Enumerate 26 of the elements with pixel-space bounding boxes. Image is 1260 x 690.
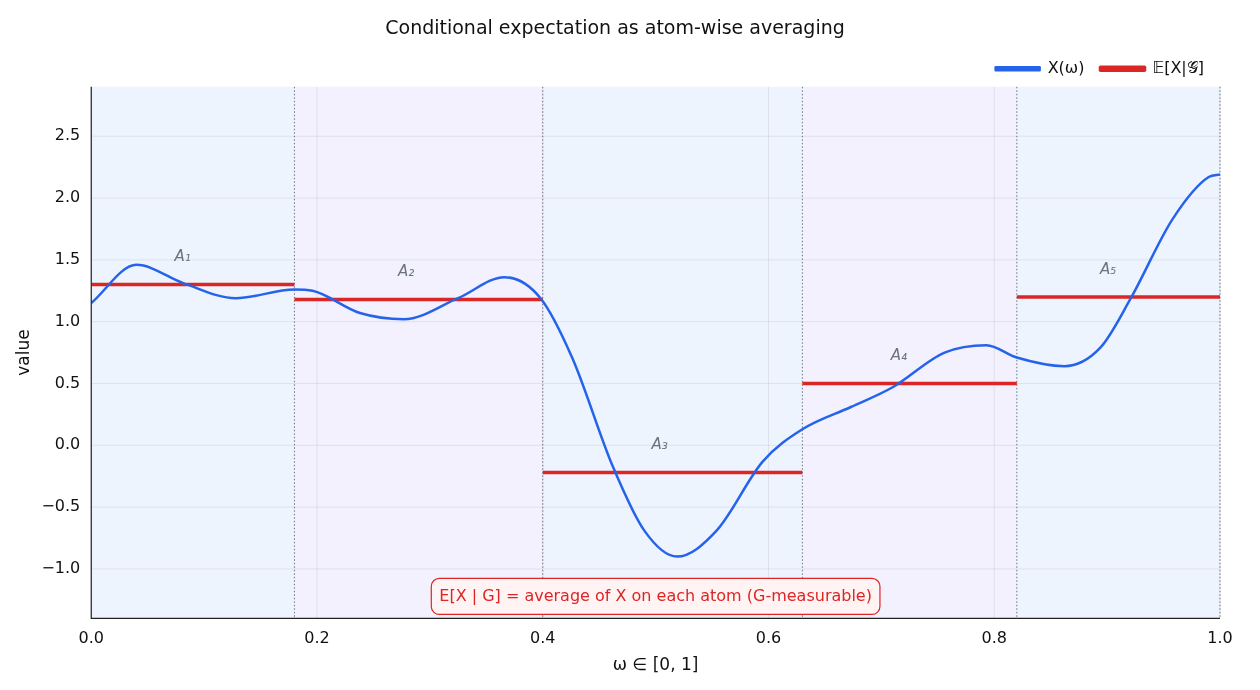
legend-label: 𝔼[X|𝒢]: [1152, 57, 1205, 77]
x-axis-title: ω ∈ [0, 1]: [612, 654, 699, 675]
annotation: A₅: [1099, 259, 1117, 278]
y-tick-label: 1.5: [54, 249, 81, 269]
annotation: A₃: [650, 435, 668, 454]
y-tick-label: −1.0: [41, 558, 81, 578]
x-tick-label: 0.8: [981, 628, 1007, 648]
x-tick-label: 0.2: [304, 628, 330, 648]
y-tick-label: 2.0: [54, 187, 81, 207]
annotation: A₄: [889, 346, 908, 365]
annotation: A₁: [173, 247, 191, 266]
annotation: E[X | G] = average of X on each atom (G-measurable): [439, 585, 872, 605]
y-tick-label: −0.5: [41, 496, 81, 516]
x-tick-label: 0.6: [755, 628, 782, 648]
x-tick-label: 0.0: [78, 628, 104, 648]
x-tick-label: 0.4: [530, 628, 556, 648]
y-tick-label: 0.0: [54, 434, 81, 454]
y-tick-label: 1.0: [54, 310, 81, 330]
legend-label: X(ω): [1047, 57, 1085, 77]
chart-title: Conditional expectation as atom-wise averaging: [385, 16, 845, 39]
x-tick-label: 1.0: [1207, 628, 1233, 648]
line-series: [91, 173, 1220, 558]
annotation: A₂: [397, 262, 415, 281]
y-tick-label: 2.5: [54, 125, 81, 145]
y-axis-title: value: [12, 329, 33, 376]
y-tick-label: 0.5: [54, 372, 81, 392]
